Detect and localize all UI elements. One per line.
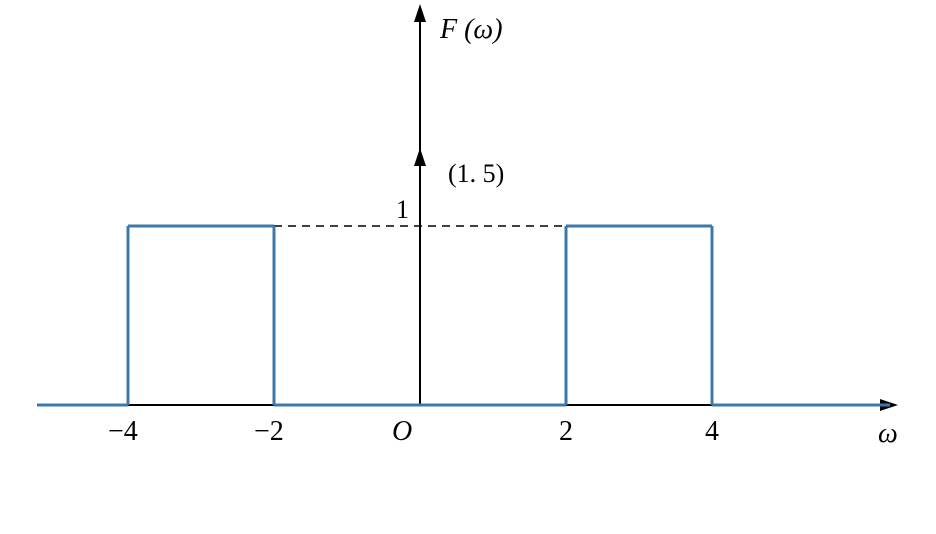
y-axis-arrowhead — [414, 4, 426, 22]
frequency-spectrum-plot: F (ω) ω O −4 −2 2 4 1 (1. 5) — [0, 0, 936, 534]
x-tick-neg2: −2 — [254, 416, 284, 447]
x-tick-2: 2 — [559, 416, 573, 447]
origin-label: O — [392, 416, 412, 447]
y-tick-1: 1 — [396, 195, 409, 224]
x-tick-4: 4 — [705, 416, 719, 447]
y-axis-label: F (ω) — [439, 14, 503, 45]
x-tick-neg4: −4 — [108, 416, 138, 447]
impulse-annotation: (1. 5) — [448, 159, 504, 188]
x-axis-label: ω — [878, 418, 898, 449]
impulse-arrow-head — [414, 148, 426, 166]
